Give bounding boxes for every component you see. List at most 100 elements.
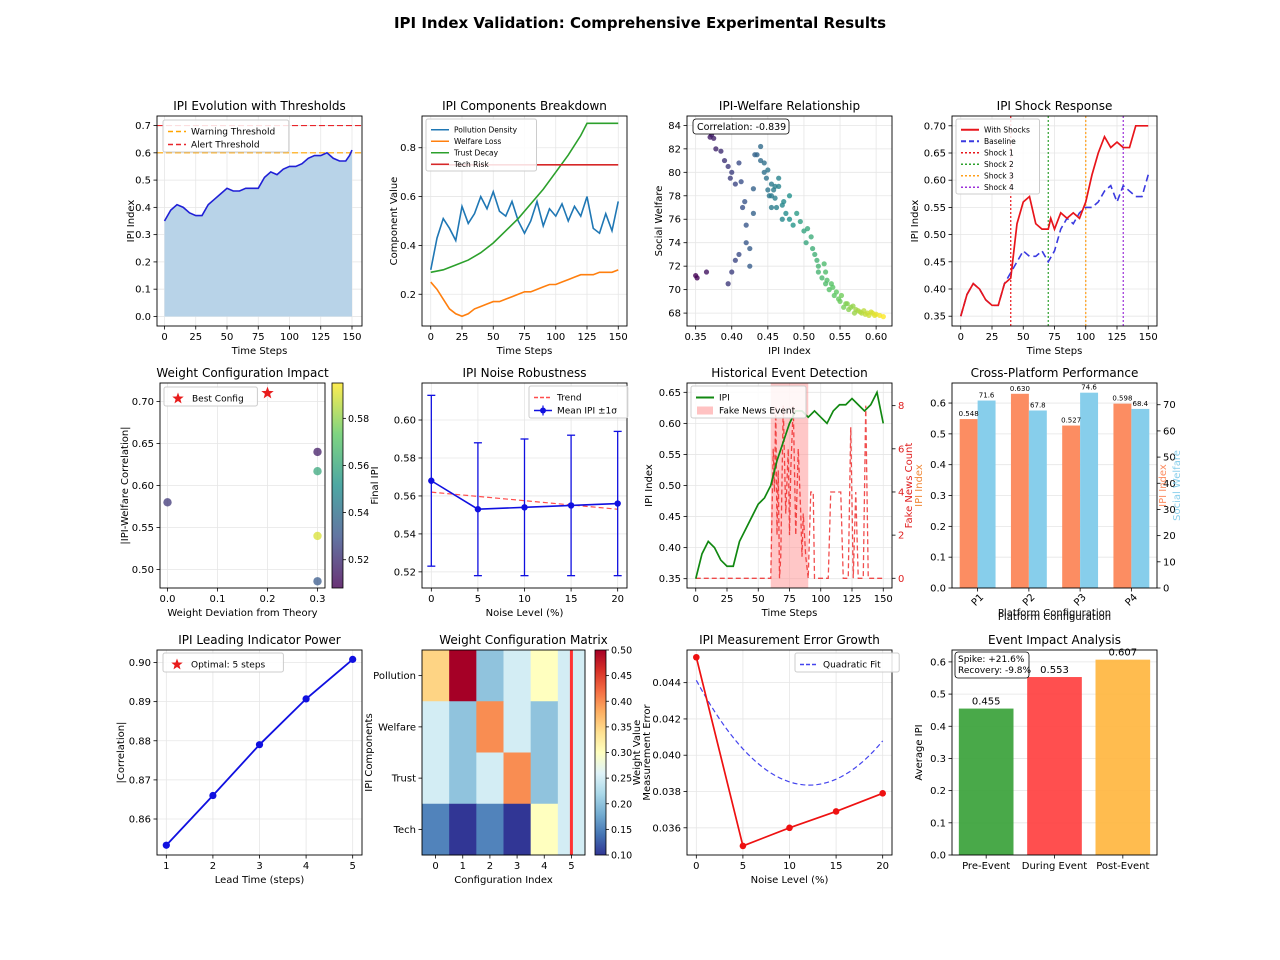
- x-tick-label: 0.40: [721, 332, 743, 343]
- x-tick-label: 75: [252, 332, 265, 343]
- panel-title: IPI Shock Response: [997, 99, 1113, 113]
- y-tick-label: 0.60: [394, 416, 416, 427]
- panel-p3: 0.35 0.40 0.45 0.50 0.55 0.60 68 70 72 74 76 78 80 82…: [654, 99, 893, 357]
- panel-p1: 0 25 50 75 100 125 150 0.0 0.1 0.2 0.3 0.4 0.5 0.6 0.7…: [126, 99, 363, 357]
- y-tick-label: 80: [668, 168, 681, 179]
- scatter-point: [729, 269, 735, 275]
- legend-label: Trend: [556, 394, 582, 404]
- y-tick-label: 0.45: [924, 257, 946, 268]
- heatmap-cell: [530, 752, 559, 805]
- y-tick-label: 0.4: [930, 722, 946, 733]
- scatter-point: [808, 234, 814, 240]
- scatter-point: [743, 222, 749, 228]
- panel-title: Event Impact Analysis: [988, 633, 1121, 647]
- panel-title: IPI Measurement Error Growth: [699, 633, 880, 647]
- scatter-point: [742, 199, 748, 205]
- panel-p4: 0 25 50 75 100 125 150 0.35 0.40 0.45 0.50 0.55 0.60…: [910, 99, 1158, 357]
- y-tick-label: 0.87: [129, 775, 151, 786]
- y-tick-label: 0.70: [924, 121, 946, 132]
- x-tick-label: 2: [210, 861, 216, 872]
- x-tick-label: 0.50: [793, 332, 815, 343]
- y-axis-label: Social Welfare: [654, 186, 665, 257]
- ipi-series-line: [163, 149, 353, 222]
- y-tick-label: 0.52: [394, 567, 416, 578]
- legend-label: Shock 1: [984, 148, 1014, 157]
- x-axis-label: IPI Index: [768, 346, 811, 357]
- x-tick-label: 100: [1076, 332, 1095, 343]
- axes-frame: [156, 649, 363, 856]
- scatter-point: [819, 275, 825, 281]
- scatter-point: [739, 204, 746, 211]
- axes-frame: [951, 382, 1158, 589]
- legend-box: [425, 118, 537, 172]
- x-tick-label: 20: [611, 594, 624, 605]
- colorbar-tick-label: 0.10: [611, 851, 632, 862]
- heatmap-cell: [422, 650, 450, 702]
- y-tick-label: 0.8: [400, 143, 416, 154]
- scatter-point: [747, 245, 753, 252]
- x-tick-label: 100: [546, 332, 565, 343]
- scatter-point: [747, 263, 753, 269]
- panel-p7: 0 25 50 75 100 125 150 0.35 0.40 0.45 0.50 0.55 0.60…: [644, 366, 925, 619]
- impact-annotation-line: Spike: +21.6%: [958, 655, 1025, 665]
- legend-label: Quadratic Fit: [823, 661, 881, 671]
- welfare-bar: [1028, 410, 1047, 588]
- heatmap-cell: [422, 701, 450, 753]
- x-tick-label: 25: [456, 332, 469, 343]
- x-tick-label: P3: [1072, 592, 1089, 609]
- plot-area-p6: [427, 394, 622, 577]
- y-right-tick-label: 0: [1163, 584, 1169, 595]
- legend-label: Pollution Density: [454, 125, 518, 134]
- ipi-bar-value-label: 0.548: [959, 410, 979, 418]
- y-tick-label: 0.3: [930, 491, 946, 502]
- legend-label: Shock 2: [984, 160, 1014, 169]
- x-tick-label: 150: [874, 594, 893, 605]
- x-tick-label: 2: [487, 861, 493, 872]
- y-tick-label: 70: [668, 285, 681, 296]
- measurement-error-point: [786, 824, 793, 832]
- heatmap-cell: [449, 701, 477, 753]
- scatter-point: [761, 160, 767, 166]
- bar-value-label: 0.455: [972, 697, 1001, 708]
- y-tick-label: 0.56: [394, 491, 416, 502]
- y-tick-label: 0.4: [400, 241, 416, 252]
- y-axis-label: |IPI-Welfare Correlation|: [120, 426, 131, 544]
- colorbar: [331, 382, 344, 589]
- x-tick-label: 0: [432, 861, 438, 872]
- x-tick-label: 15: [565, 594, 578, 605]
- x-axis-label: Platform Configuration: [998, 612, 1111, 623]
- y-tick-label: 0.50: [659, 481, 681, 492]
- scatter-point: [772, 183, 778, 189]
- scatter-point: [743, 240, 749, 246]
- scatter-point: [786, 193, 793, 199]
- scatter-point: [783, 210, 789, 216]
- y-tick-label: 0.60: [659, 419, 681, 430]
- x-tick-label: 150: [1139, 332, 1158, 343]
- scatter-point: [779, 216, 785, 222]
- y-tick-label: 0.042: [652, 714, 681, 725]
- y-tick-label: 0.54: [394, 529, 416, 540]
- panel-title: IPI Noise Robustness: [462, 366, 586, 380]
- mean-ipi-point: [474, 506, 482, 513]
- y-tick-label: Pollution: [373, 671, 416, 682]
- x-tick-label: 4: [303, 861, 309, 872]
- x-tick-label: 0.55: [829, 332, 851, 343]
- y-tick-label: 74: [668, 238, 681, 249]
- scatter-point: [776, 183, 782, 189]
- colorbar-tick-label: 0.20: [611, 799, 632, 810]
- y-axis-label: IPI Components: [364, 713, 375, 791]
- axes-frame: [951, 115, 1158, 327]
- y-right-tick-label: 50: [1163, 453, 1176, 464]
- x-tick-label: 100: [811, 594, 830, 605]
- correlation-box: [692, 118, 790, 135]
- scatter-point: [763, 175, 770, 181]
- x-tick-label: Post-Event: [1096, 861, 1149, 872]
- scatter-point: [815, 263, 821, 269]
- heatmap-cell: [530, 701, 559, 753]
- y-tick-label: 0.0: [930, 851, 946, 862]
- x-tick-label: 150: [342, 332, 361, 343]
- fake-news-count-line: [695, 405, 884, 579]
- scatter-point: [824, 277, 830, 283]
- mean-ipi-point: [428, 477, 435, 484]
